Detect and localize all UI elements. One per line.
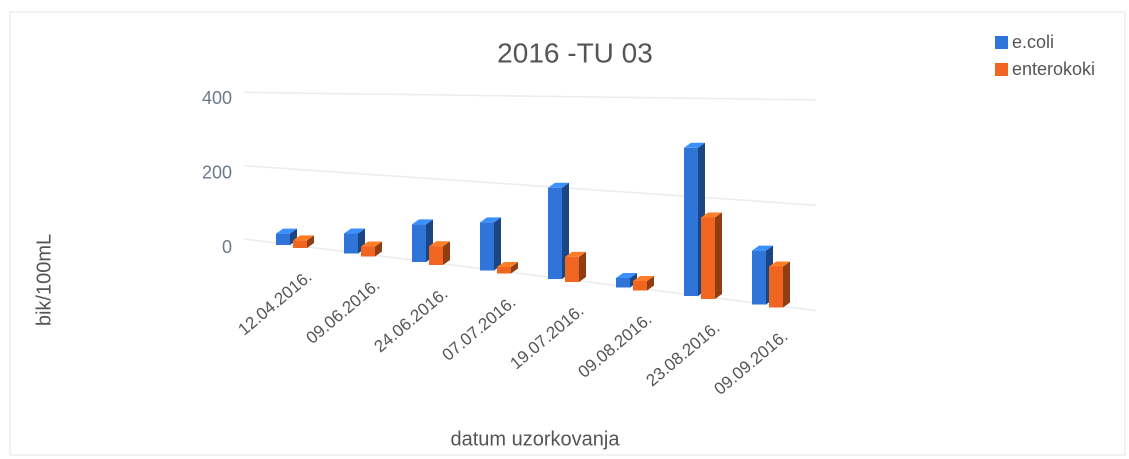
bar-top <box>633 276 654 281</box>
bar-top <box>565 251 586 257</box>
legend-swatch <box>995 36 1008 49</box>
bar <box>548 187 562 279</box>
bar <box>633 281 647 291</box>
bar-side <box>562 182 569 279</box>
bar-side <box>715 212 722 299</box>
bar <box>480 222 494 271</box>
legend-label: e.coli <box>1012 32 1054 52</box>
bar <box>752 250 766 305</box>
legend-label: enterokoki <box>1012 59 1095 79</box>
bar <box>684 147 698 296</box>
bar-top <box>429 241 450 247</box>
bar <box>412 224 426 262</box>
bar-side <box>630 273 637 288</box>
bar <box>616 278 630 288</box>
bar <box>701 217 715 299</box>
y-tick-label: 200 <box>202 162 232 182</box>
bar-top <box>293 235 314 241</box>
x-axis-label: datum uzorkovanja <box>451 428 621 450</box>
bar-top <box>361 241 382 247</box>
bar-top <box>276 228 297 234</box>
y-tick-label: 0 <box>222 237 232 257</box>
bar-side <box>307 235 314 248</box>
grid-line <box>244 164 816 206</box>
chart-title: 2016 -TU 03 <box>497 37 653 68</box>
bar-top <box>344 228 365 234</box>
bar <box>769 266 783 308</box>
bar <box>276 233 290 245</box>
y-axis-label: bik/100mL <box>33 234 55 326</box>
bar <box>565 256 579 282</box>
bar-top <box>769 261 790 267</box>
bar-side <box>647 276 654 291</box>
bar-side <box>783 261 790 308</box>
bar <box>344 233 358 254</box>
bar-top <box>752 245 773 251</box>
bar-top <box>684 142 705 148</box>
bar <box>361 246 375 257</box>
bar-top <box>701 212 722 218</box>
bar-side <box>443 241 450 265</box>
bar-side <box>579 251 586 282</box>
bar-top <box>616 273 637 278</box>
bar-side <box>375 241 382 257</box>
bar <box>429 246 443 265</box>
bar <box>497 266 511 274</box>
bar-top <box>480 217 501 223</box>
grid-line <box>244 238 816 312</box>
grid-line <box>244 91 816 101</box>
bar-top <box>412 219 433 225</box>
bar-side <box>511 261 518 274</box>
bar-top <box>548 182 569 188</box>
bar <box>293 240 307 248</box>
y-tick-label: 400 <box>202 88 232 108</box>
legend-swatch <box>995 63 1008 76</box>
bar-top <box>497 261 518 267</box>
bar-side <box>494 217 501 271</box>
